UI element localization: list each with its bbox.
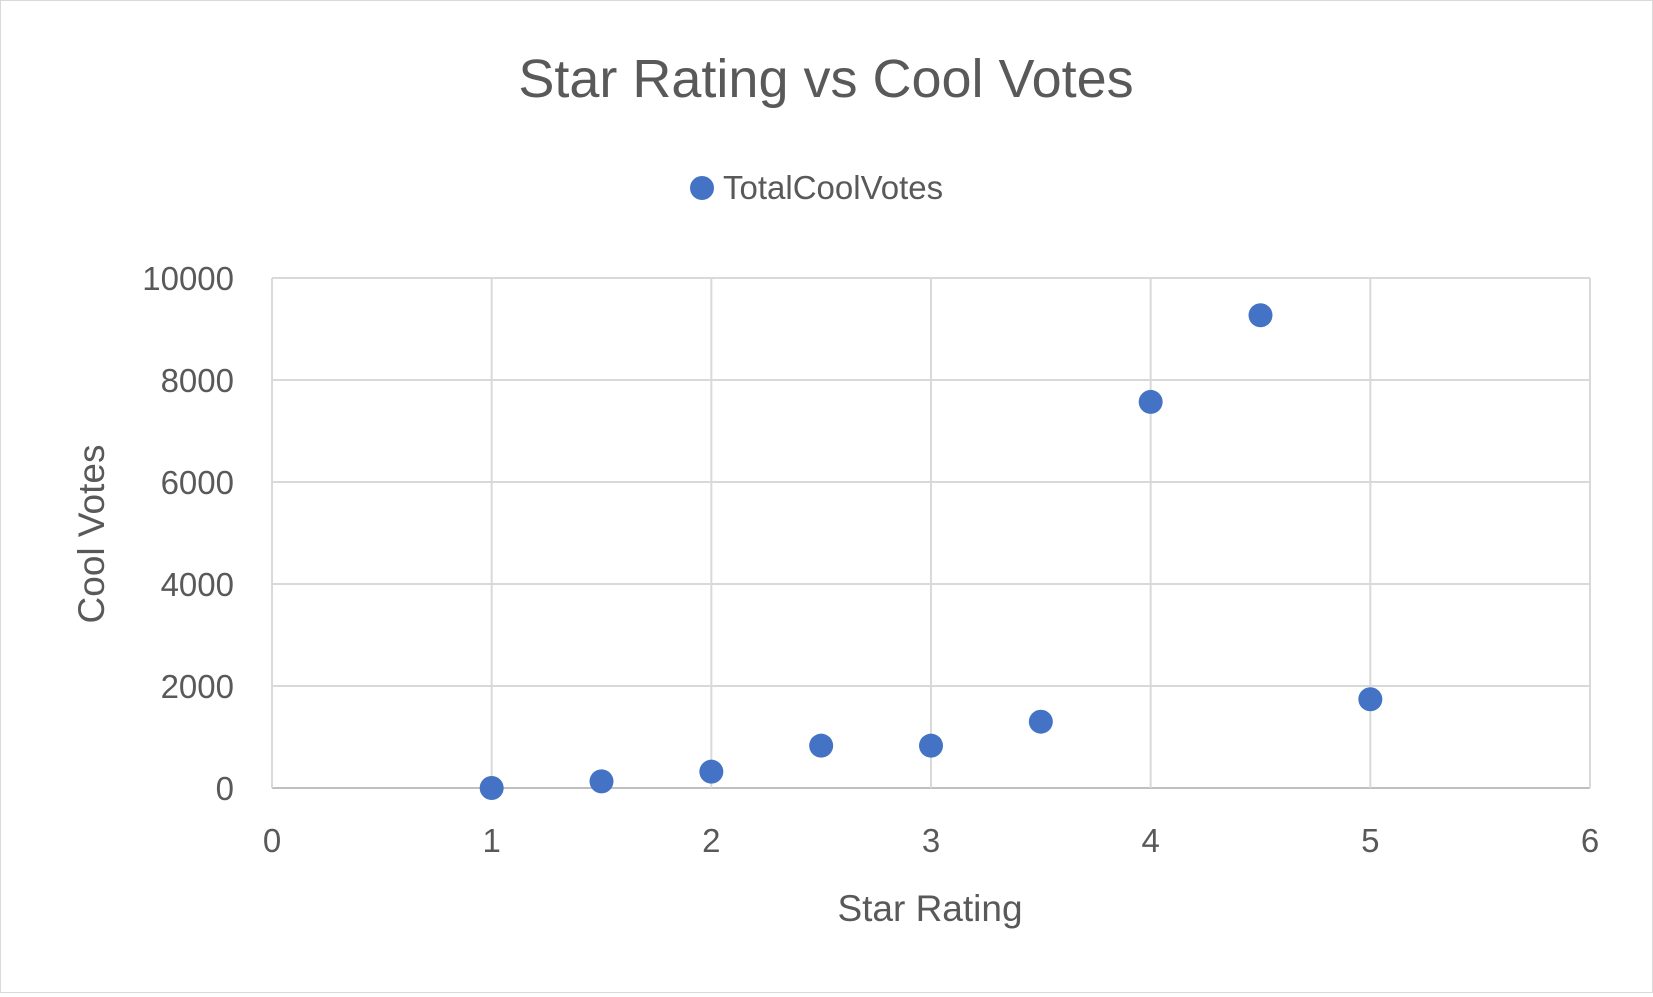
data-point	[1248, 303, 1273, 328]
y-tick-label: 8000	[161, 362, 234, 399]
x-tick-label: 4	[1141, 822, 1159, 859]
y-tick-label: 6000	[161, 464, 234, 501]
legend-label: TotalCoolVotes	[723, 169, 943, 206]
y-axis-ticks: 0 2000 4000 6000 8000 10000	[142, 260, 234, 807]
y-tick-label: 0	[216, 770, 234, 807]
x-axis-title: Star Rating	[837, 888, 1022, 929]
x-tick-label: 1	[482, 822, 500, 859]
y-tick-label: 4000	[161, 566, 234, 603]
x-tick-label: 6	[1581, 822, 1599, 859]
legend-marker	[690, 176, 714, 200]
data-point	[479, 776, 504, 800]
x-tick-label: 5	[1361, 822, 1379, 859]
data-point	[919, 733, 943, 758]
data-points	[479, 303, 1383, 800]
data-point	[699, 759, 724, 784]
data-point	[589, 769, 614, 794]
data-point	[1138, 389, 1163, 414]
data-point	[1358, 687, 1383, 712]
x-tick-label: 3	[922, 822, 940, 859]
data-point	[809, 733, 834, 758]
y-axis-title: Cool Votes	[71, 445, 112, 624]
grid	[271, 277, 1591, 789]
data-point	[1028, 709, 1053, 734]
x-tick-label: 0	[263, 822, 281, 859]
x-tick-label: 2	[702, 822, 720, 859]
legend: TotalCoolVotes	[690, 169, 943, 206]
y-tick-label: 10000	[142, 260, 234, 297]
chart-title: Star Rating vs Cool Votes	[518, 49, 1133, 109]
x-axis-ticks: 0 1 2 3 4 5 6	[263, 822, 1599, 859]
y-tick-label: 2000	[161, 668, 234, 705]
